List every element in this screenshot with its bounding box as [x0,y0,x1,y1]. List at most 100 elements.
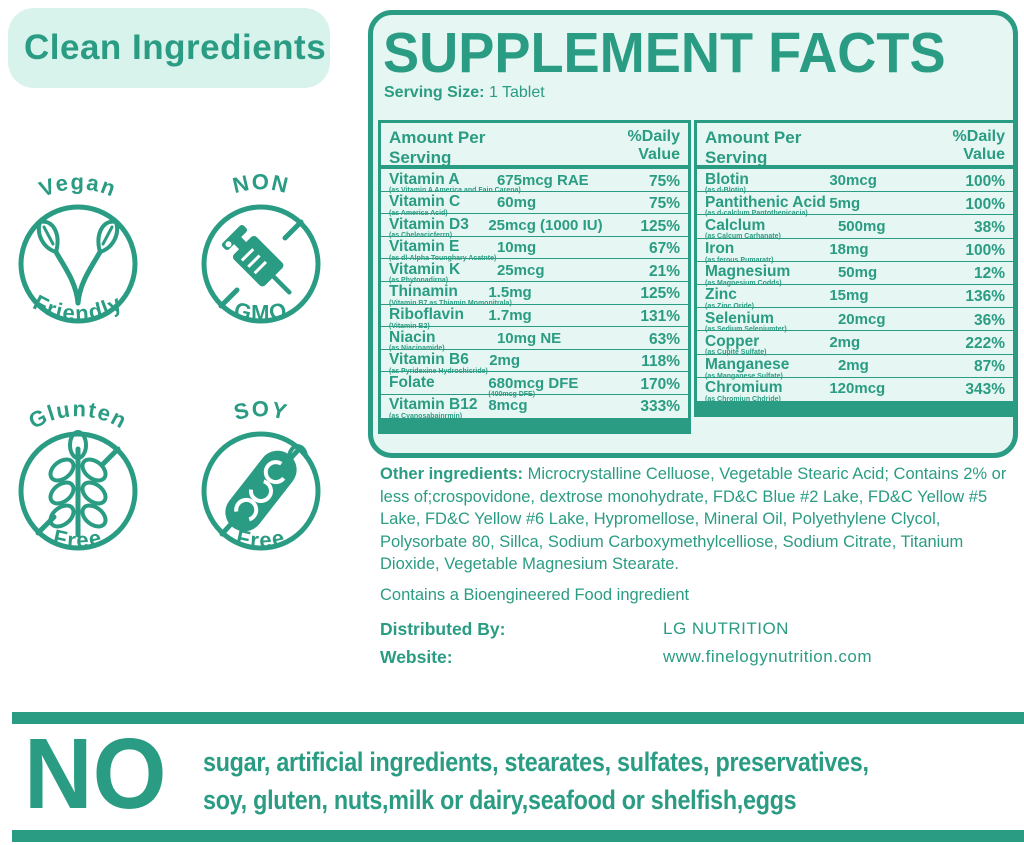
other-ingredients-text: Microcrystalline Celluose, Vegetable Ste… [380,465,1007,574]
nutrient-amount: 15mg [829,287,869,305]
nutrient-name: Pantithenic Acid [705,193,826,211]
fact-row: Iron (as ferous Pumaratr) 18mg 100% [697,239,1013,264]
nutrient-amount: 8mcg [488,397,528,415]
nutrient-daily-value: 125% [640,285,680,303]
nutrient-name: Niacin [389,328,436,346]
nutrient-amount: 500mg [837,217,886,235]
badge-top-text: Glunten [24,396,132,434]
nutrient-amount: 30mcg [829,171,877,189]
nutrient-daily-value: 100% [965,172,1005,190]
nutrient-daily-value: 38% [973,218,1005,236]
serving-size-value: 1 Tablet [488,84,545,101]
serving-size: Serving Size: 1 Tablet [384,84,545,102]
badge-top-text: SOY [231,396,290,425]
supplement-facts-title: SUPPLEMENT FACTS [383,21,946,85]
nutrient-source: (as Cheleacicferrn) [389,232,453,240]
fact-row: Calclum (as Calcum Carhanate) 500mg 38% [697,215,1013,240]
badge-vegan-friendly: Vegan Friendly [18,169,138,326]
nutrient-name: Folate [389,373,435,391]
fact-row: Riboflavin (Vitamin B2) 1.7mg 131% [381,305,688,330]
nutrient-source: (as Zinc Oride) [705,302,755,310]
table-footer-bar [381,417,688,431]
vegan-leaf-icon [36,219,120,306]
badge-top-text: Vegan [36,169,121,201]
badge-soy-free: SOY Free [201,396,321,553]
nutrient-amount: 675mcg RAE [496,171,589,189]
nutrient-name: Vitamin B12 [389,396,478,414]
distribution-block: Distributed By: LG NUTRITION Website: ww… [380,619,1000,668]
nutrient-name: Vitamin K [389,260,461,278]
no-claims-line1: sugar, artificial ingredients, stearates… [203,747,869,777]
nutrient-source: (as dl-Alpha Tounghary Acatnte) [389,254,497,262]
nutrient-source: (Vitamin B7 as Thiamin Momonitrala) [389,299,512,307]
header-daily-value: %Daily Value [627,128,680,164]
other-ingredients: Other ingredients: Microcrystalline Cell… [380,463,1018,576]
website-label: Website: [380,647,453,667]
nutrient-daily-value: 100% [965,242,1005,260]
fact-row: Copper (as Cupite Sulfate) 2mg 222% [697,331,1013,357]
serving-size-label: Serving Size: [384,84,485,101]
nutrient-source: (as Pyridexine Hydrochicride) [389,367,488,375]
fact-row: Folate 680mcg DFE (400mcg DFE) 170% [381,372,688,398]
clean-ingredients-pill: Clean Ingredients [8,8,330,88]
nutrient-amount: 5mg [829,194,861,212]
nutrient-amount: 120mcg [829,380,886,398]
nutrient-amount: 10mg [496,239,537,257]
nutrient-name: Vitamin C [389,193,461,211]
nutrient-name: Copper [705,332,760,350]
nutrient-amount: 2mg [489,352,521,370]
nutrient-daily-value: 125% [640,217,680,235]
nutrient-source: (as America Acid) [389,209,448,217]
nutrient-daily-value: 343% [965,381,1005,399]
nutrient-name: Vitamin E [389,238,460,256]
distributed-by-label: Distributed By: [380,619,506,639]
nutrient-source: (as Phytonadirna) [389,277,449,285]
facts-table-right: Amount Per Serving %Daily Value Blotin (a… [694,120,1016,417]
clean-ingredients-title: Clean Ingredients [24,28,327,67]
nutrient-name: Vitamin D3 [389,215,469,233]
nutrient-name: Chromium [705,379,783,397]
nutrient-name: Riboflavin [389,306,464,324]
nutrient-name: Manganese [705,356,790,373]
fact-row: Vitamin E (as dl-Alpha Tounghary Acatnte)… [381,237,688,262]
nutrient-amount: 25mcg [496,261,545,279]
nutrient-source: (as Cupite Sulfate) [705,349,767,357]
fact-row: Pantithenic Acid (as d-calclum Pantotheni… [697,192,1013,218]
nutrient-amount: 1.5mg [488,284,532,302]
nutrient-amount: 20mcg [837,310,886,328]
nutrient-amount: 1.7mg [488,307,532,325]
nutrient-daily-value: 136% [965,288,1005,306]
nutrient-source: (as Magnesium Codds) [705,279,782,287]
nutrient-name: Selenium [705,309,774,327]
nutrient-daily-value: 36% [973,311,1005,329]
distributed-by-value: LG NUTRITION [663,619,789,638]
bioengineered-note: Contains a Bioengineered Food ingredient [380,586,690,604]
nutrient-source: (as Vitamin A America and Fain Carena) [389,187,521,194]
nutrient-name: Thinamin [389,283,458,301]
nutrient-amount: 50mg [837,264,878,282]
other-ingredients-label: Other ingredients: [380,465,524,483]
facts-table-left: Amount Per Serving %Daily Value Vitamin … [378,120,691,434]
fact-row: Blotin (as d-Blotin) 30mcg 100% [697,169,1013,194]
fact-row: Zinc (as Zinc Oride) 15mg 136% [697,285,1013,310]
website-value: www.finelogynutrition.com [663,647,873,666]
badge-bottom-text: Free [234,524,288,552]
nutrient-source: (as Chromiun Chdride) [705,395,781,403]
fact-row: Selenium (as Sedium Seleniumter) 20mcg 36% [697,308,1013,334]
nutrient-source: (as d-calclum Pantothenicacia) [705,210,808,218]
nutrient-daily-value: 131% [640,308,680,326]
badge-gluten-free: Glunten Free [18,396,138,553]
nutrient-daily-value: 87% [973,358,1005,375]
supplement-facts-panel [368,10,1018,458]
nutrient-name: Zinc [705,286,737,304]
nutrient-daily-value: 118% [641,353,680,371]
nutrient-amount: 10mg NE [496,329,562,347]
nutrient-source: (as Sedium Seleniumter) [705,326,787,334]
nutrient-source: (as ferous Pumaratr) [705,256,774,264]
header-amount-per-serving: Amount Per Serving [389,128,486,167]
badge-top-text: NON [230,169,292,198]
nutrient-amount: 25mcg (1000 IU) [488,216,603,234]
nutrient-daily-value: 67% [648,240,680,258]
nutrient-amount: 18mg [829,241,869,259]
